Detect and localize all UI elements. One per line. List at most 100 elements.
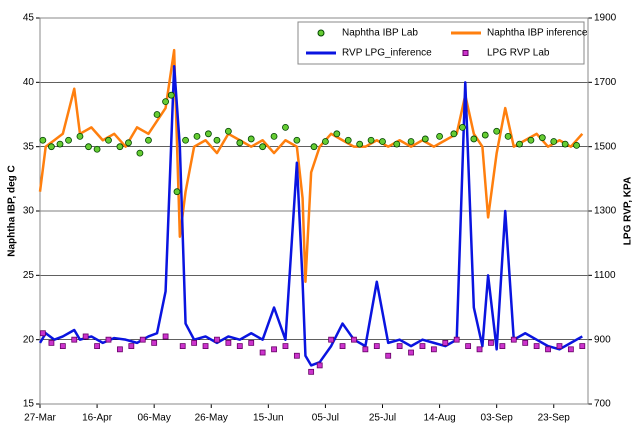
lab-point xyxy=(436,132,443,140)
lab-square xyxy=(259,349,266,356)
legend-label: LPG RVP Lab xyxy=(487,48,550,59)
lab-point xyxy=(162,98,169,106)
x-tick-label: 06-May xyxy=(137,413,170,424)
lab-square xyxy=(579,343,586,350)
lab-square xyxy=(396,343,403,350)
lab-point xyxy=(48,143,55,151)
lab-point xyxy=(450,130,458,138)
y-tick-label: 45 xyxy=(23,13,35,24)
y2-tick-label: 1300 xyxy=(594,206,617,217)
y2-tick-label: 1900 xyxy=(594,13,617,24)
legend-box xyxy=(297,21,585,65)
y-tick-label: 15 xyxy=(23,399,35,410)
lab-point xyxy=(367,136,375,144)
lab-square xyxy=(282,343,289,350)
lab-square xyxy=(151,339,158,346)
lab-point xyxy=(76,132,84,140)
lab-point xyxy=(224,127,232,135)
legend-label: Naphtha IBP inference xyxy=(487,28,588,39)
lab-square xyxy=(308,368,315,375)
lab-square xyxy=(476,346,483,353)
legend-label: RVP LPG_inference xyxy=(342,48,432,59)
lab-point xyxy=(393,140,401,148)
lab-square xyxy=(117,346,123,353)
lab-square xyxy=(556,343,563,350)
lab-square xyxy=(385,352,392,359)
y-tick-label: 25 xyxy=(23,270,35,281)
plot-frame xyxy=(39,17,589,405)
x-tick-label: 15-Jun xyxy=(253,413,284,424)
lab-point xyxy=(236,139,244,147)
y-tick-label: 40 xyxy=(23,77,35,88)
lab-point xyxy=(145,136,152,144)
lab-point xyxy=(282,123,289,131)
lab-point xyxy=(344,136,352,144)
series-line xyxy=(38,65,583,367)
lab-square xyxy=(179,343,186,350)
legend-swatch xyxy=(462,50,469,56)
y-tick-label: 30 xyxy=(23,206,35,217)
lab-point xyxy=(56,140,64,148)
lab-point xyxy=(516,140,523,148)
lab-square xyxy=(373,343,380,350)
lab-point xyxy=(65,136,72,144)
series-line xyxy=(38,48,584,284)
lab-point xyxy=(105,136,112,144)
lab-square xyxy=(522,339,529,346)
lab-point xyxy=(173,188,181,196)
lab-square xyxy=(271,346,277,353)
lab-point xyxy=(116,143,124,151)
y-axis-title: Naphtha IBP, deg C xyxy=(7,165,18,257)
y2-tick-label: 1500 xyxy=(594,141,617,152)
x-tick-label: 27-Mar xyxy=(24,413,56,424)
lab-square xyxy=(94,343,100,350)
lab-point xyxy=(504,132,512,140)
lab-square xyxy=(442,339,449,346)
y2-tick-label: 700 xyxy=(594,399,611,410)
lab-point xyxy=(379,138,386,145)
lab-square xyxy=(453,336,460,343)
lab-square xyxy=(351,336,357,343)
lab-square xyxy=(162,333,169,340)
lab-square xyxy=(510,336,517,343)
legend-label: Naphtha IBP Lab xyxy=(342,28,418,39)
lab-square xyxy=(362,346,369,353)
lab-square xyxy=(202,343,209,350)
lab-square xyxy=(328,336,335,343)
lab-square xyxy=(105,336,112,343)
lab-square xyxy=(293,352,300,359)
lab-square xyxy=(139,336,146,343)
x-tick-label: 05-Jul xyxy=(312,413,339,424)
lab-point xyxy=(136,149,144,157)
lab-point xyxy=(93,145,101,153)
lab-point xyxy=(259,143,267,151)
lab-square xyxy=(236,343,243,350)
y2-tick-label: 900 xyxy=(594,334,611,345)
lab-square xyxy=(533,343,540,350)
lab-point xyxy=(213,136,221,144)
lab-square xyxy=(191,339,198,346)
y2-tick-label: 1700 xyxy=(594,77,617,88)
lab-point xyxy=(167,91,175,99)
lab-point xyxy=(573,141,580,149)
lab-point xyxy=(85,143,92,151)
lab-point xyxy=(247,135,255,143)
x-tick-label: 03-Sep xyxy=(481,413,514,424)
lab-square xyxy=(39,330,46,337)
lab-square xyxy=(499,343,506,350)
lab-point xyxy=(193,132,201,140)
lab-square xyxy=(465,343,472,350)
lab-point xyxy=(153,111,161,118)
lab-point xyxy=(322,138,329,145)
lab-square xyxy=(82,333,89,340)
lab-point xyxy=(310,143,318,151)
lab-point xyxy=(527,136,535,144)
x-tick-label: 25-Jul xyxy=(369,413,396,424)
lab-point xyxy=(204,130,212,138)
lab-square xyxy=(419,343,426,350)
lab-point xyxy=(293,136,301,144)
lab-square xyxy=(430,346,437,353)
x-tick-label: 23-Sep xyxy=(538,413,571,424)
lab-point xyxy=(459,123,466,131)
